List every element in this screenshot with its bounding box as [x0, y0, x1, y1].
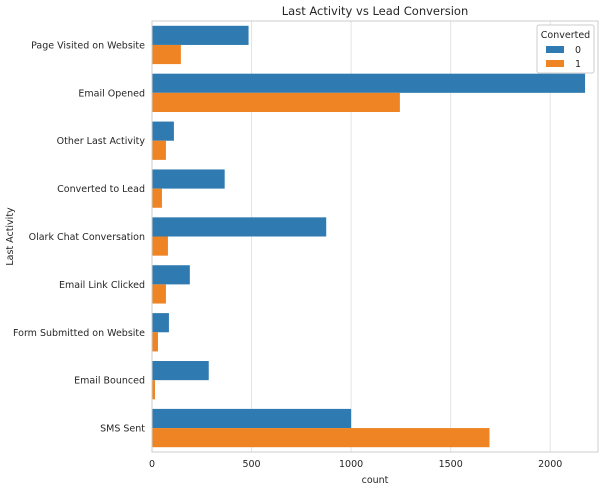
chart-title: Last Activity vs Lead Conversion [282, 4, 468, 18]
y-tick-label: Olark Chat Conversation [29, 232, 145, 243]
x-tick-label: 1000 [339, 459, 363, 470]
bar-0-2 [152, 121, 174, 141]
x-tick-label: 0 [149, 459, 155, 470]
legend-label: 1 [575, 59, 581, 70]
legend: Converted 0 1 [536, 24, 595, 74]
legend-title: Converted [541, 30, 590, 41]
y-tick-label: Other Last Activity [57, 136, 146, 147]
bar-1-5 [152, 284, 166, 304]
bar-1-1 [152, 92, 400, 112]
bar-1-7 [152, 380, 155, 400]
y-tick-label: Email Opened [78, 88, 145, 99]
x-axis-title: count [362, 475, 389, 486]
legend-swatch [546, 60, 564, 67]
bar-0-5 [152, 265, 190, 285]
bar-1-4 [152, 236, 168, 256]
y-tick-label: Email Bounced [74, 376, 145, 387]
y-axis-title: Last Activity [5, 207, 16, 266]
x-tick-label: 2000 [538, 459, 562, 470]
bar-0-1 [152, 73, 586, 93]
y-tick-label: SMS Sent [100, 424, 145, 435]
plot-area: Page Visited on Website Email Opened Other… [13, 20, 599, 470]
bar-1-6 [152, 332, 158, 352]
bar-0-0 [152, 25, 249, 45]
legend-label: 0 [575, 45, 581, 56]
bar-0-4 [152, 217, 327, 237]
bar-1-2 [152, 140, 166, 160]
y-tick-label: Converted to Lead [57, 184, 145, 195]
x-tick-label: 1500 [439, 459, 463, 470]
x-tick-label: 500 [242, 459, 260, 470]
plot-border [151, 20, 599, 453]
bar-1-0 [152, 44, 181, 65]
bar-0-3 [152, 169, 225, 189]
bar-1-8 [152, 428, 490, 448]
y-tick-label: Email Link Clicked [59, 280, 145, 291]
y-tick-label: Form Submitted on Website [13, 328, 145, 339]
bar-0-8 [152, 408, 352, 429]
bar-0-7 [152, 361, 209, 381]
legend-swatch [546, 46, 564, 53]
bar-1-3 [152, 188, 162, 208]
bar-0-6 [152, 313, 169, 333]
y-tick-label: Page Visited on Website [31, 40, 145, 51]
